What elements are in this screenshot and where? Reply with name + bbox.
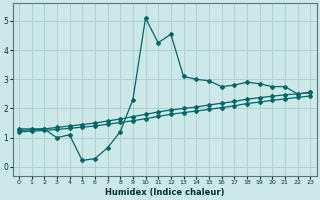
X-axis label: Humidex (Indice chaleur): Humidex (Indice chaleur) xyxy=(105,188,224,197)
